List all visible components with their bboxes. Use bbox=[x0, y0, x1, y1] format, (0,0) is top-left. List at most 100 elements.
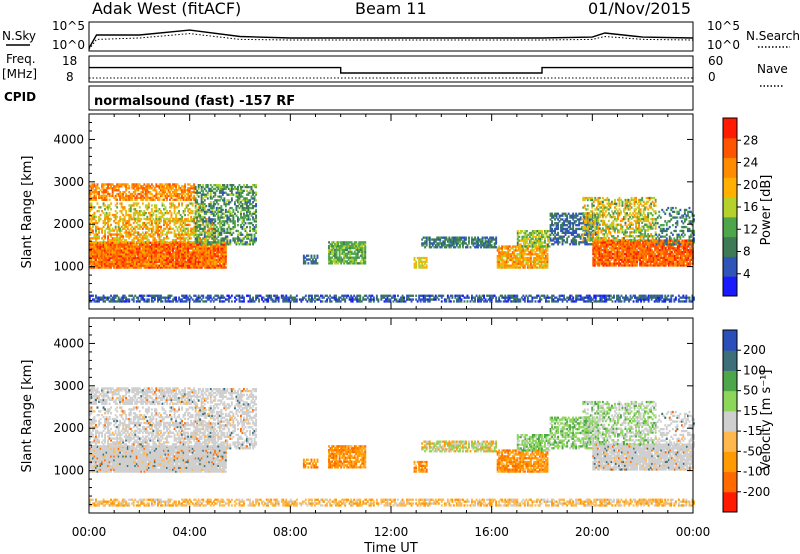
power-cell bbox=[202, 184, 205, 187]
power-cell bbox=[129, 208, 132, 211]
power-cell bbox=[255, 199, 258, 202]
power-cell bbox=[129, 204, 132, 207]
power-cell bbox=[173, 208, 176, 211]
power-cell bbox=[122, 258, 125, 262]
power-cell bbox=[113, 251, 116, 254]
power-cell bbox=[131, 266, 134, 269]
power-cell bbox=[190, 233, 193, 236]
power-cell bbox=[172, 204, 175, 207]
power-cell bbox=[209, 253, 212, 256]
power-cell bbox=[141, 258, 144, 262]
power-cell bbox=[178, 241, 181, 244]
power-cell bbox=[160, 262, 162, 265]
power-cell bbox=[146, 249, 149, 252]
power-cell bbox=[101, 241, 104, 244]
power-cell bbox=[101, 256, 104, 260]
power-cell bbox=[134, 211, 137, 215]
power-cell bbox=[221, 266, 224, 269]
power-cell bbox=[132, 239, 135, 242]
power-cell bbox=[107, 245, 110, 248]
power-cell bbox=[140, 241, 143, 244]
power-cell bbox=[117, 256, 120, 260]
power-cell bbox=[175, 266, 178, 269]
power-cell bbox=[126, 225, 129, 229]
power-cell bbox=[155, 229, 158, 232]
power-cell bbox=[138, 227, 141, 230]
power-cell bbox=[129, 251, 132, 254]
power-cell bbox=[214, 249, 217, 252]
power-cell bbox=[218, 247, 221, 250]
power-cell bbox=[199, 262, 202, 265]
power-cell bbox=[163, 204, 165, 207]
power-cell bbox=[144, 266, 147, 269]
power-cell bbox=[111, 239, 114, 242]
power-cell bbox=[175, 235, 178, 238]
power-cell bbox=[157, 223, 159, 227]
power-cell bbox=[169, 231, 171, 234]
power-cell bbox=[160, 253, 162, 256]
power-cell bbox=[135, 217, 138, 221]
power-cell bbox=[135, 211, 138, 215]
power-cell bbox=[102, 253, 105, 256]
power-cell bbox=[150, 266, 153, 269]
power-cell bbox=[173, 204, 176, 207]
power-cell bbox=[163, 255, 165, 258]
power-cell bbox=[92, 237, 94, 240]
power-cell bbox=[150, 249, 153, 252]
power-cell bbox=[90, 237, 93, 240]
power-cell bbox=[208, 229, 211, 232]
power-cell bbox=[166, 260, 168, 264]
power-cell bbox=[196, 229, 199, 232]
power-cell bbox=[120, 245, 123, 248]
power-cell bbox=[99, 258, 102, 262]
power-cell bbox=[193, 243, 196, 246]
power-cell bbox=[212, 266, 215, 269]
power-cell bbox=[144, 253, 147, 256]
power-cell bbox=[131, 245, 134, 248]
power-cell bbox=[134, 217, 137, 221]
power-cell bbox=[164, 266, 167, 269]
power-cell bbox=[164, 218, 167, 221]
power-cell bbox=[138, 243, 141, 246]
power-cell bbox=[149, 258, 152, 262]
power-cell bbox=[209, 227, 212, 230]
power-cell bbox=[191, 245, 194, 248]
power-cell bbox=[140, 253, 143, 256]
power-cell bbox=[178, 266, 181, 269]
power-cell bbox=[203, 245, 206, 248]
power-cell bbox=[157, 231, 159, 234]
power-cell bbox=[179, 227, 182, 230]
power-cell bbox=[140, 262, 143, 265]
power-cell bbox=[117, 229, 120, 232]
power-cell bbox=[126, 245, 129, 248]
power-cell bbox=[98, 231, 101, 234]
power-cell bbox=[158, 243, 161, 246]
power-cell bbox=[113, 233, 116, 236]
power-cell bbox=[157, 255, 159, 258]
power-cell bbox=[197, 258, 200, 262]
power-cell bbox=[169, 253, 171, 256]
power-cell bbox=[196, 247, 199, 250]
power-cell bbox=[176, 245, 179, 248]
power-cell bbox=[102, 239, 105, 242]
power-cell bbox=[215, 253, 218, 256]
power-cell bbox=[98, 235, 101, 238]
date-label: 01/Nov/2015 bbox=[588, 0, 691, 18]
power-cell bbox=[175, 233, 178, 236]
power-cell bbox=[135, 260, 138, 264]
power-cell bbox=[117, 241, 120, 244]
power-cell bbox=[101, 264, 104, 267]
power-cell bbox=[205, 251, 208, 254]
power-cell bbox=[157, 264, 159, 267]
power-cell bbox=[92, 264, 94, 267]
power-cell bbox=[117, 220, 120, 223]
power-cell bbox=[93, 223, 96, 227]
power-cell bbox=[205, 221, 208, 225]
power-cell bbox=[161, 243, 164, 246]
power-cell bbox=[152, 245, 155, 248]
power-cell bbox=[113, 266, 116, 269]
power-cell bbox=[155, 241, 158, 244]
power-cell bbox=[167, 262, 170, 265]
power-cell bbox=[143, 245, 146, 248]
power-cell bbox=[184, 239, 187, 242]
